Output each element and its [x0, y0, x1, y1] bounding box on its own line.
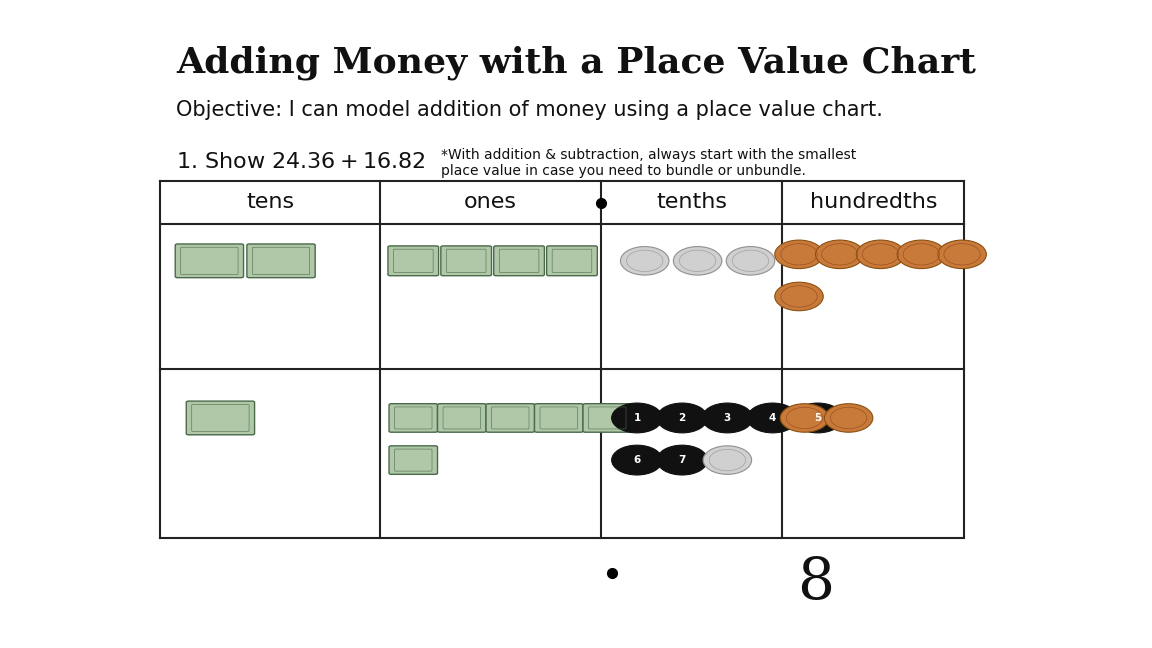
Circle shape [748, 403, 798, 433]
FancyBboxPatch shape [547, 246, 598, 276]
FancyBboxPatch shape [486, 404, 535, 432]
Circle shape [816, 240, 864, 269]
Circle shape [674, 247, 722, 275]
Text: 2: 2 [679, 413, 685, 423]
Circle shape [775, 240, 824, 269]
FancyBboxPatch shape [583, 404, 631, 432]
Text: 1. Show $24.36 + $16.82: 1. Show $24.36 + $16.82 [176, 152, 425, 172]
Text: 4: 4 [768, 413, 776, 423]
FancyBboxPatch shape [438, 404, 486, 432]
Circle shape [726, 247, 775, 275]
FancyBboxPatch shape [535, 404, 583, 432]
Text: 5: 5 [814, 413, 821, 423]
Text: 6: 6 [634, 455, 641, 465]
Circle shape [621, 247, 669, 275]
Circle shape [612, 403, 662, 433]
Text: Adding Money with a Place Value Chart: Adding Money with a Place Value Chart [176, 45, 976, 80]
Text: tens: tens [245, 192, 294, 213]
Text: ones: ones [464, 192, 517, 213]
Circle shape [703, 446, 751, 474]
Text: hundredths: hundredths [810, 192, 937, 213]
Text: *With addition & subtraction, always start with the smallest
place value in case: *With addition & subtraction, always sta… [441, 148, 856, 178]
Text: 1: 1 [634, 413, 641, 423]
Text: 3: 3 [723, 413, 732, 423]
FancyBboxPatch shape [175, 244, 243, 277]
Circle shape [702, 403, 752, 433]
Circle shape [825, 404, 873, 432]
FancyBboxPatch shape [441, 246, 492, 276]
FancyBboxPatch shape [247, 244, 316, 277]
Circle shape [897, 240, 946, 269]
Circle shape [775, 283, 824, 311]
FancyBboxPatch shape [494, 246, 545, 276]
Text: 8: 8 [797, 555, 834, 611]
Circle shape [856, 240, 904, 269]
FancyBboxPatch shape [187, 401, 255, 435]
FancyBboxPatch shape [389, 404, 438, 432]
Circle shape [793, 403, 843, 433]
Circle shape [938, 240, 986, 269]
Circle shape [657, 403, 707, 433]
Text: 7: 7 [679, 455, 685, 465]
FancyBboxPatch shape [389, 446, 438, 474]
FancyBboxPatch shape [388, 246, 439, 276]
Text: Objective: I can model addition of money using a place value chart.: Objective: I can model addition of money… [176, 100, 884, 121]
Circle shape [657, 445, 707, 475]
Circle shape [780, 404, 828, 432]
Circle shape [612, 445, 662, 475]
Text: tenths: tenths [655, 192, 727, 213]
